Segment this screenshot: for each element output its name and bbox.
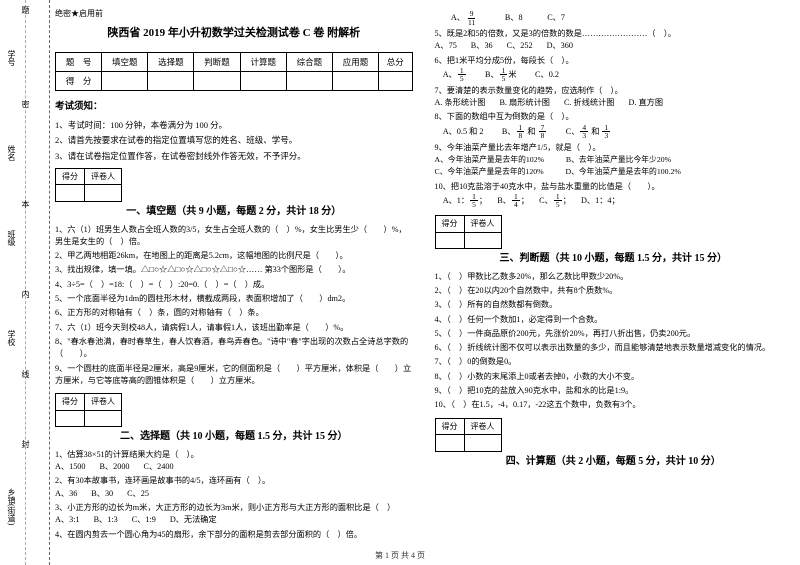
spine-mark-ben: 本 bbox=[20, 200, 31, 208]
td[interactable] bbox=[332, 71, 378, 90]
th: 应用题 bbox=[332, 52, 378, 71]
section-fill-title: 一、填空题（共 9 小题，每题 2 分，共计 18 分） bbox=[55, 205, 413, 220]
th: 题 号 bbox=[56, 52, 102, 71]
td: 得 分 bbox=[56, 71, 102, 90]
binding-spine: 题 学号 姓名 班级 学校 乡镇(街道) 密 本 内 线 封 bbox=[0, 0, 50, 565]
section-choice-title: 二、选择题（共 10 小题，每题 1.5 分，共计 15 分） bbox=[55, 430, 413, 445]
judge-q: 7、（ ）0的倒数是0。 bbox=[435, 356, 793, 368]
table-row: 题 号 填空题 选择题 判断题 计算题 综合题 应用题 总分 bbox=[56, 52, 413, 71]
choice-q: 1、估算38×51的计算结果大约是（ ）。 A、1500B、2000C、2400 bbox=[55, 449, 413, 474]
fill-q: 6、正方形的对称轴有（ ）条，圆的对称轴有（ ）条。 bbox=[55, 307, 413, 319]
th: 判断题 bbox=[194, 52, 240, 71]
notice-item: 2、请首先按要求在试卷的指定位置填写您的姓名、班级、学号。 bbox=[55, 134, 413, 146]
grader-score: 得分 bbox=[56, 394, 85, 411]
fill-q: 8、"春水春池满，春时春草生，春人饮春酒，春鸟弄春色。"诗中"春"字出现的次数占… bbox=[55, 336, 413, 361]
grader-box: 得分 评卷人 bbox=[435, 215, 502, 249]
grader-name: 评卷人 bbox=[85, 394, 122, 411]
td[interactable] bbox=[286, 71, 332, 90]
choice-q: 3、小正方形的边长为m米，大正方形的边长为3m米，则小正方形与大正方形的面积比是… bbox=[55, 502, 413, 527]
fill-q: 2、甲乙两地相距26km，在地图上的距离是5.2cm，这幅地图的比例尺是（ ）。 bbox=[55, 250, 413, 262]
th: 计算题 bbox=[240, 52, 286, 71]
grader-box: 得分 评卷人 bbox=[55, 168, 122, 202]
judge-q: 2、（ ）在20以内20个自然数中，共有8个质数%。 bbox=[435, 285, 793, 297]
judge-q: 4、（ ）任何一个数加1，必定得到一个合数。 bbox=[435, 314, 793, 326]
choice-q: 6、把1米平均分成5份，每段长（ ）。 A、15 B、15米 C、0.2 bbox=[435, 55, 793, 83]
th: 综合题 bbox=[286, 52, 332, 71]
choice-q: 4、在圆内剪去一个圆心角为45的扇形，余下部分的面积是剪去部分面积的（ ）倍。 bbox=[55, 529, 413, 541]
spine-label-school: 学校 bbox=[6, 330, 17, 346]
grader-name: 评卷人 bbox=[85, 168, 122, 185]
spine-mark-feng: 封 bbox=[20, 440, 31, 448]
notice-head: 考试须知： bbox=[55, 101, 413, 115]
grader-score: 得分 bbox=[56, 168, 85, 185]
spine-top: 题 bbox=[20, 6, 31, 14]
page-footer: 第 1 页 共 4 页 bbox=[0, 550, 800, 561]
th: 总分 bbox=[379, 52, 412, 71]
th: 选择题 bbox=[148, 52, 194, 71]
fill-q: 4、3÷5=（ ）=18:（ ）=（ ）:20=0.（ ）=（ ）成。 bbox=[55, 279, 413, 291]
notice-block: 考试须知： 1、考试时间：100 分钟，本卷满分为 100 分。 2、请首先按要… bbox=[55, 101, 413, 162]
exam-title: 陕西省 2019 年小升初数学过关检测试卷 C 卷 附解析 bbox=[55, 26, 413, 42]
section-calc-title: 四、计算题（共 2 小题，每题 5 分，共计 10 分） bbox=[435, 455, 793, 470]
right-column: A、911 B、8 C、7 5、既是2和5的倍数，又是3的倍数的数是………………… bbox=[435, 8, 793, 545]
judge-q: 8、（ ）小数的末尾添上0或者去掉0，小数的大小不变。 bbox=[435, 371, 793, 383]
fill-q: 3、找出规律，填一填。△□○☆△□○☆△□○☆△□○☆…… 第33个图形是（ ）… bbox=[55, 264, 413, 276]
choice-q: 9、今年油菜产量比去年增产1/5，就是（ ）。 A、今年油菜产量是去年的102%… bbox=[435, 142, 793, 179]
spine-label-name: 姓名 bbox=[6, 145, 17, 161]
grader-score: 得分 bbox=[435, 418, 464, 435]
grader-box: 得分 评卷人 bbox=[55, 393, 122, 427]
spine-mark-xian: 线 bbox=[20, 370, 31, 378]
fill-q: 7、六（1）班今天到校48人，请病假1人，请事假1人，该班出勤率是（ ）%。 bbox=[55, 322, 413, 334]
section-judge-title: 三、判断题（共 10 小题，每题 1.5 分，共计 15 分） bbox=[435, 252, 793, 267]
grader-box: 得分 评卷人 bbox=[435, 418, 502, 452]
spine-dashline bbox=[25, 0, 26, 565]
page-body: 绝密★启用前 陕西省 2019 年小升初数学过关检测试卷 C 卷 附解析 题 号… bbox=[55, 8, 792, 545]
judge-q: 6、（ ）折线统计图不仅可以表示出数量的多少，而且能够清楚地表示数量增减变化的情… bbox=[435, 342, 793, 354]
fill-q: 5、一个底面半径为1dm的圆柱形木材，横截成两段，表面积增加了（ ）dm2。 bbox=[55, 293, 413, 305]
spine-mark-nei: 内 bbox=[20, 290, 31, 298]
choice-opt-row: A、911 B、8 C、7 bbox=[435, 10, 793, 26]
choice-q: 7、要清楚的表示数量变化的趋势，应选制作（ ）。 A. 条形统计图B. 扇形统计… bbox=[435, 85, 793, 110]
choice-q: 5、既是2和5的倍数，又是3的倍数的数是……………………（ ）。 A、75B、3… bbox=[435, 28, 793, 53]
th: 填空题 bbox=[102, 52, 148, 71]
left-column: 绝密★启用前 陕西省 2019 年小升初数学过关检测试卷 C 卷 附解析 题 号… bbox=[55, 8, 413, 545]
grader-name: 评卷人 bbox=[464, 418, 501, 435]
judge-q: 9、（ ）把10克的盐放入90克水中，盐和水的比是1:9。 bbox=[435, 385, 793, 397]
notice-item: 3、请在试卷指定位置作答，在试卷密封线外作答无效，不予评分。 bbox=[55, 150, 413, 162]
judge-q: 5、（ ）一件商品原价200元，先涨价20%，再打八折出售，仍卖200元。 bbox=[435, 328, 793, 340]
choice-q: 8、下面的数组中互为倒数的是（ ）。 A、0.5 和 2 B、18 和 78 C… bbox=[435, 111, 793, 139]
td[interactable] bbox=[379, 71, 412, 90]
judge-q: 10、（ ）在1.5，-4，0.17，-22这五个数中，负数有3个。 bbox=[435, 399, 793, 411]
grader-score: 得分 bbox=[435, 215, 464, 232]
choice-q: 10、把10克盐溶于40克水中，盐与盐水重量的比值是（ ）。 A、1：15； B… bbox=[435, 181, 793, 209]
fill-q: 1、六（1）班男生人数占全班人数的3/5，女生占全班人数的（ ）%，女生比男生少… bbox=[55, 224, 413, 249]
grader-name: 评卷人 bbox=[464, 215, 501, 232]
td[interactable] bbox=[148, 71, 194, 90]
td[interactable] bbox=[240, 71, 286, 90]
choice-q: 2、有30本故事书，连环画是故事书的4/5，连环画有（ ）。 A、36B、30C… bbox=[55, 475, 413, 500]
table-row: 得 分 bbox=[56, 71, 413, 90]
score-table: 题 号 填空题 选择题 判断题 计算题 综合题 应用题 总分 得 分 bbox=[55, 52, 413, 92]
secret-line: 绝密★启用前 bbox=[55, 8, 413, 20]
td[interactable] bbox=[194, 71, 240, 90]
spine-label-class: 班级 bbox=[6, 230, 17, 246]
judge-q: 1、（ ）甲数比乙数多20%，那么乙数比甲数少20%。 bbox=[435, 271, 793, 283]
spine-label-id: 学号 bbox=[6, 50, 17, 66]
judge-q: 3、（ ）所有的自然数都有倒数。 bbox=[435, 299, 793, 311]
spine-mark-mi: 密 bbox=[20, 100, 31, 108]
notice-item: 1、考试时间：100 分钟，本卷满分为 100 分。 bbox=[55, 119, 413, 131]
td[interactable] bbox=[102, 71, 148, 90]
fill-q: 9、一个圆柱的底面半径是2厘米，高是9厘米，它的侧面积是（ ）平方厘米，体积是（… bbox=[55, 363, 413, 388]
spine-label-town: 乡镇(街道) bbox=[6, 488, 17, 525]
